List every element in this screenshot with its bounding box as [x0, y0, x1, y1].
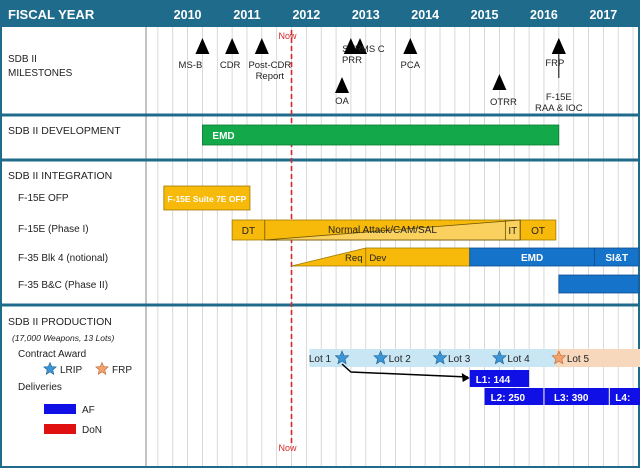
delivery-label-l4: L4:: [615, 393, 630, 404]
integration-row-f35-bc: F-35 B&C (Phase II): [18, 280, 108, 291]
milestone-triangle: [254, 38, 269, 54]
contract-award-star-icon: [432, 350, 448, 365]
milestone-label: OTRR: [490, 97, 517, 108]
legend-frp-star-icon: [95, 361, 109, 375]
legend-lrip-star-icon: [43, 361, 57, 375]
delivery-label-l2: L2: 250: [491, 393, 526, 404]
legend-contract-award: Contract Award: [18, 349, 86, 360]
year-labels: 2010 2011 2012 2013 2014 2015 2016 2017: [174, 8, 618, 22]
lot1-arrowhead: [461, 373, 470, 382]
lrip-band: [309, 349, 556, 367]
year-label-2014: 2014: [411, 8, 439, 22]
f15e-it-label: IT: [508, 226, 517, 237]
milestone-triangle: [343, 38, 358, 54]
year-label-2011: 2011: [233, 8, 260, 22]
milestone-triangle: [492, 74, 507, 90]
f35-bc-bar: [558, 274, 640, 294]
delivery-label-l3: L3: 390: [554, 393, 589, 404]
development-label: SDB II DEVELOPMENT: [8, 125, 121, 137]
delivery-bar-l2: [484, 388, 640, 405]
milestone-triangle: [335, 77, 350, 93]
year-label-2012: 2012: [292, 8, 320, 22]
milestone-label: MS-B: [179, 60, 203, 71]
milestone-label: PRR: [342, 55, 362, 66]
contract-award-label: Lot 2: [389, 354, 412, 365]
now-label-top: Now: [279, 31, 298, 41]
milestone-triangle: [551, 38, 566, 54]
milestone-label: CDR: [220, 60, 241, 71]
legend-don: DoN: [82, 425, 102, 436]
f35-req-label: Req: [345, 253, 362, 264]
integration-row-f15e-ofp: F-15E OFP: [18, 193, 69, 204]
fiscal-year-label: FISCAL YEAR: [8, 7, 95, 22]
milestone-label: Post-CDR: [248, 60, 291, 71]
milestone-label: OA: [335, 96, 349, 107]
f15e-ot-label: OT: [531, 226, 545, 237]
milestone-label: RAA & IOC: [535, 103, 583, 114]
year-label-2015: 2015: [471, 8, 499, 22]
contract-award-star-icon: [492, 350, 507, 365]
milestone-label: FRP: [545, 58, 564, 69]
contract-award-label: Lot 4: [507, 354, 530, 365]
f35-emd-label: EMD: [521, 253, 543, 264]
legend-lrip: LRIP: [60, 365, 83, 376]
f15e-ofp-bar: [163, 185, 251, 211]
legend-deliveries: Deliveries: [18, 382, 62, 393]
f35-dev-label: Dev: [369, 253, 386, 264]
delivery-bar-l1: [469, 370, 530, 387]
integration-row-f15e-phase1: F-15E (Phase I): [18, 224, 89, 235]
integration-row-f35-blk4: F-35 Blk 4 (notional): [18, 253, 108, 264]
production-sublabel: (17,000 Weapons, 13 Lots): [12, 333, 115, 343]
production-label: SDB II PRODUCTION: [8, 316, 112, 328]
milestone-triangle: [353, 38, 368, 54]
milestones-label-line2: MILESTONES: [8, 68, 73, 79]
contract-award-label: Lot 1: [309, 354, 332, 365]
milestone-triangle: [403, 38, 418, 54]
f15e-dt-label: DT: [242, 226, 255, 237]
milestones-label-line1: SDB II: [8, 54, 37, 65]
legend-don-swatch: [44, 424, 76, 434]
development-bar: [202, 124, 560, 146]
development-bar-label: EMD: [212, 131, 234, 142]
frp-band: [555, 349, 640, 367]
milestone-label: MS C: [361, 44, 385, 55]
contract-award-label: Lot 5: [567, 354, 590, 365]
year-label-2016: 2016: [530, 8, 558, 22]
contract-award-star-icon: [373, 350, 389, 365]
legend-af: AF: [82, 405, 95, 416]
milestone-triangle: [225, 38, 240, 54]
contract-award-star-icon: [551, 350, 567, 365]
f35-blk4-sit-bar: [594, 247, 640, 267]
now-label-bottom: Now: [279, 443, 298, 453]
year-label-2013: 2013: [352, 8, 380, 22]
year-label-2017: 2017: [589, 8, 617, 22]
contract-award-label: Lot 3: [448, 354, 471, 365]
milestone-label: F-15E: [546, 92, 572, 103]
year-label-2010: 2010: [174, 8, 202, 22]
milestone-label: Report: [256, 71, 285, 82]
f15e-ofp-label: F-15E Suite 7E OFP: [167, 194, 246, 204]
f35-sit-label: SI&T: [605, 253, 628, 264]
milestone-triangle: [195, 38, 210, 54]
legend-frp: FRP: [112, 365, 132, 376]
f15e-normal-attack-label: Normal Attack/CAM/SAL: [328, 225, 437, 236]
delivery-label-l1: L1: 144: [476, 375, 511, 386]
lot1-arrow: [341, 363, 468, 378]
year-gridlines: [145, 27, 634, 467]
integration-label: SDB II INTEGRATION: [8, 170, 112, 182]
header-bar: [1, 1, 639, 27]
contract-award-star-icon: [334, 350, 350, 365]
legend-af-swatch: [44, 404, 76, 414]
milestone-label: PCA: [401, 60, 421, 71]
